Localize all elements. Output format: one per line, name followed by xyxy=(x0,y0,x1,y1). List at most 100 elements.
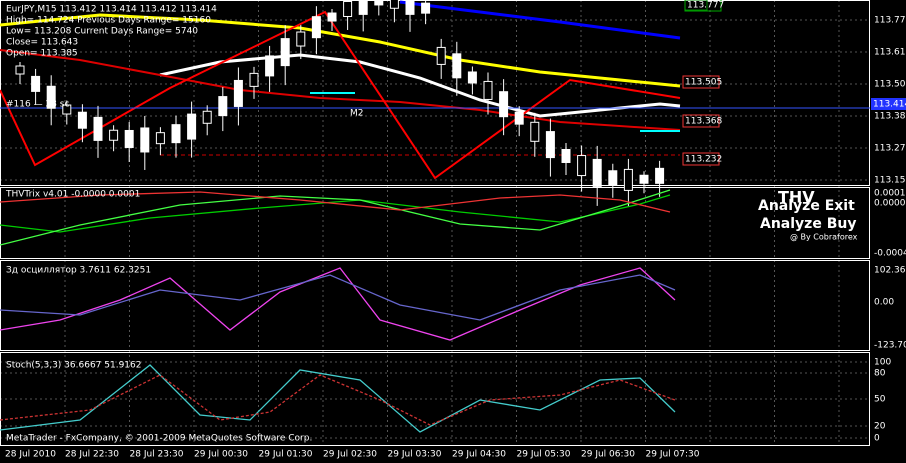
analyze-exit: Analyze Exit xyxy=(758,198,855,214)
candle xyxy=(592,158,602,187)
time-label: 29 Jul 00:30 xyxy=(194,450,248,460)
candle xyxy=(483,80,493,100)
header-line: High= 114.724 Previous Days Range= 15160 xyxy=(6,16,211,26)
trix-axis: -0.0004 xyxy=(874,249,906,259)
candle xyxy=(187,113,197,140)
candle xyxy=(358,0,368,15)
price-box-label: 113.505 xyxy=(685,78,722,88)
candle xyxy=(15,65,25,75)
time-label: 29 Jul 02:30 xyxy=(323,450,377,460)
candle xyxy=(374,0,384,6)
price-box xyxy=(682,75,720,89)
candle xyxy=(280,38,290,67)
candle xyxy=(171,124,181,144)
header-line: Open= 113.385 xyxy=(6,49,78,59)
candle xyxy=(62,104,72,115)
price-boxes: 113.777 113.505 113.414 113.368 113.232 xyxy=(682,0,906,166)
price-box-label: 113.777 xyxy=(687,1,724,11)
candle xyxy=(77,111,87,129)
header-line: Low= 113.208 Current Days Range= 5740 xyxy=(6,27,198,37)
stoch-title: Stoch(5,3,3) 36.6667 51.9162 xyxy=(6,361,141,371)
analyze-buy: Analyze Buy xyxy=(760,216,856,232)
candle xyxy=(499,91,509,118)
candle xyxy=(639,174,649,184)
marker: #116 — 28 sc xyxy=(6,100,69,110)
price-box-label: 113.368 xyxy=(685,117,722,127)
candle xyxy=(233,79,243,107)
osc-axis: -123.709 xyxy=(874,341,906,351)
candle xyxy=(421,2,431,14)
time-label: 29 Jul 07:30 xyxy=(646,450,700,460)
candle xyxy=(561,148,571,163)
candle xyxy=(655,167,665,184)
trix-title: THVTrix v4.01 -0.0000 0.0001 xyxy=(5,190,140,200)
candle xyxy=(623,168,633,191)
candle xyxy=(452,53,462,79)
panel-frames xyxy=(0,0,870,446)
footer: MetaTrader - FxCompany, © 2001-2009 Meta… xyxy=(6,434,312,444)
price-label: 113.270 xyxy=(874,144,906,154)
candle xyxy=(155,132,165,145)
candle xyxy=(514,111,524,125)
stoch-axis: 80 xyxy=(874,369,886,379)
labels: 113.777 113.616 113.500 113.385 113.270 113.1… xyxy=(5,5,906,460)
stoch-axis: 20 xyxy=(874,422,886,432)
line-label: M2 xyxy=(350,109,364,119)
candle xyxy=(389,0,399,9)
candles xyxy=(15,0,665,207)
candle xyxy=(296,31,306,47)
time-label: 29 Jul 05:30 xyxy=(517,450,571,460)
candle xyxy=(405,0,415,15)
price-label: 113.385 xyxy=(874,112,906,122)
candle xyxy=(265,55,275,77)
candle xyxy=(343,0,353,17)
time-label: 28 Jul 22:30 xyxy=(65,450,119,460)
price-label: 113.500 xyxy=(874,80,906,90)
trix-axis: 0.0000 xyxy=(874,199,906,209)
candle xyxy=(93,116,103,141)
grid xyxy=(0,0,870,445)
candle xyxy=(327,12,337,22)
candle xyxy=(311,16,321,39)
candle xyxy=(31,75,41,92)
time-label: 29 Jul 03:30 xyxy=(388,450,442,460)
time-label: 28 Jul 2010 xyxy=(5,450,56,460)
candle xyxy=(608,170,618,186)
indicator-lines xyxy=(0,189,676,433)
time-label: 29 Jul 01:30 xyxy=(259,450,313,460)
candle xyxy=(46,85,56,109)
candle xyxy=(202,110,212,124)
header-line: EurJPY,M15 113.412 113.414 113.412 113.4… xyxy=(6,5,217,15)
candle xyxy=(249,72,259,87)
candle xyxy=(530,121,540,142)
price-box-label: 113.232 xyxy=(685,155,722,165)
candle xyxy=(218,96,228,117)
price-lines xyxy=(0,0,870,180)
candle xyxy=(467,71,477,84)
time-label: 29 Jul 04:30 xyxy=(452,450,506,460)
candle xyxy=(436,46,446,65)
logo: THV xyxy=(778,188,815,207)
credit: @ By Cobraforex xyxy=(790,233,858,242)
candle xyxy=(124,129,134,148)
candle xyxy=(545,131,555,159)
price-box xyxy=(684,0,722,12)
stoch-axis: 50 xyxy=(874,395,886,405)
osc-axis: 102.362 xyxy=(874,266,906,276)
candle xyxy=(140,127,150,153)
price-label: 113.777 xyxy=(874,16,906,26)
price-label: 113.155 xyxy=(874,176,906,186)
price-box xyxy=(682,152,720,166)
stoch-axis: 0 xyxy=(874,434,880,444)
price-box xyxy=(871,98,906,110)
candle xyxy=(577,155,587,177)
osc-title: Зд осциллятор 3.7611 62.3251 xyxy=(6,266,151,276)
time-label: 29 Jul 06:30 xyxy=(581,450,635,460)
candle xyxy=(109,129,119,141)
stoch-axis: 100 xyxy=(874,358,891,368)
price-box-label: 113.414 xyxy=(873,100,906,110)
trix-axis: 0.0001 xyxy=(874,189,906,199)
price-label: 113.616 xyxy=(874,48,906,58)
time-label: 28 Jul 23:30 xyxy=(130,450,184,460)
